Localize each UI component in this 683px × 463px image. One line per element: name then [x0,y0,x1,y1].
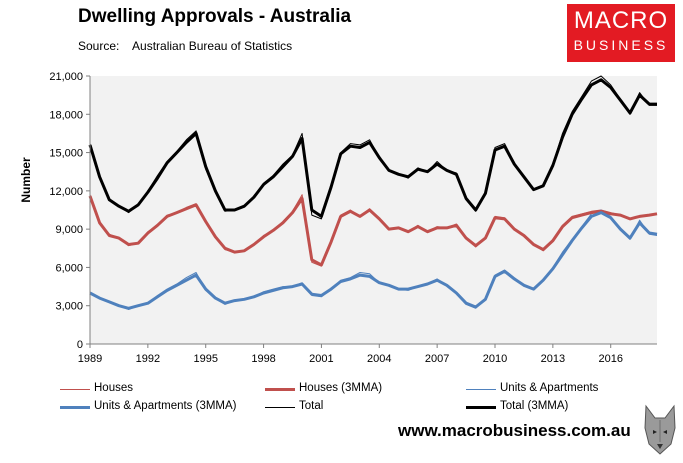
legend-label-total: Total [299,400,324,412]
x-tick-label: 2010 [483,353,507,365]
y-tick-label: 3,000 [55,301,83,313]
y-tick-label: 9,000 [55,224,83,236]
legend-label-units: Units & Apartments [500,382,599,394]
y-axis-label: Number [19,157,33,203]
series-line-units-apartments-3mma [89,211,658,310]
legend-label-total-3mma: Total (3MMA) [500,400,569,412]
series-line-total-3mma [88,78,657,218]
legend-label-units-3mma: Units & Apartments (3MMA) [94,400,237,412]
y-axis: 0 3,000 6,000 9,000 12,000 15,000 18,000 21,000 [49,71,90,351]
y-tick-label: 12,000 [49,186,83,198]
logo-line-1: MACRO [573,7,669,34]
y-tick-label: 15,000 [49,148,83,160]
line-chart: 0 3,000 6,000 9,000 12,000 15,000 18,000 21,000… [19,71,658,365]
x-tick-label: 2016 [598,353,622,365]
legend-swatch-houses-3mma [265,388,295,391]
legend-swatch-units-3mma [60,406,90,409]
x-tick-label: 1989 [78,353,102,365]
x-tick-label: 1998 [251,353,275,365]
y-tick-label: 0 [77,339,83,351]
x-tick-label: 2004 [367,353,391,365]
x-axis: 1989 1992 1995 1998 2001 2004 2007 2010 2013 2016 [78,344,623,365]
macrobusiness-logo: MACRO BUSINESS [567,4,675,62]
wolf-head-icon [644,404,676,455]
series-lines [88,75,658,310]
chart-title: Dwelling Approvals - Australia [78,6,352,27]
x-tick-label: 1995 [193,353,217,365]
source-label: Source: [78,39,120,53]
legend-swatch-total [265,407,295,408]
website-link[interactable]: www.macrobusiness.com.au [398,421,631,440]
x-tick-label: 2013 [541,353,565,365]
legend-label-houses-3mma: Houses (3MMA) [299,382,383,394]
source-line: Source: Australian Bureau of Statistics [78,39,292,53]
x-tick-label: 2001 [309,353,333,365]
source-value: Australian Bureau of Statistics [132,39,293,53]
logo-line-2: BUSINESS [573,37,669,53]
legend-swatch-houses [60,389,90,390]
chart-legend: Houses Houses (3MMA) Units & Apartments … [0,380,683,420]
legend-swatch-units [466,389,496,390]
legend-label-houses: Houses [94,382,133,394]
y-tick-label: 18,000 [49,109,83,121]
y-tick-label: 6,000 [55,262,83,274]
series-line-houses-3mma [88,195,658,267]
y-tick-label: 21,000 [49,71,83,83]
x-tick-label: 2007 [425,353,449,365]
legend-swatch-total-3mma [466,406,496,409]
x-tick-label: 1992 [136,353,160,365]
